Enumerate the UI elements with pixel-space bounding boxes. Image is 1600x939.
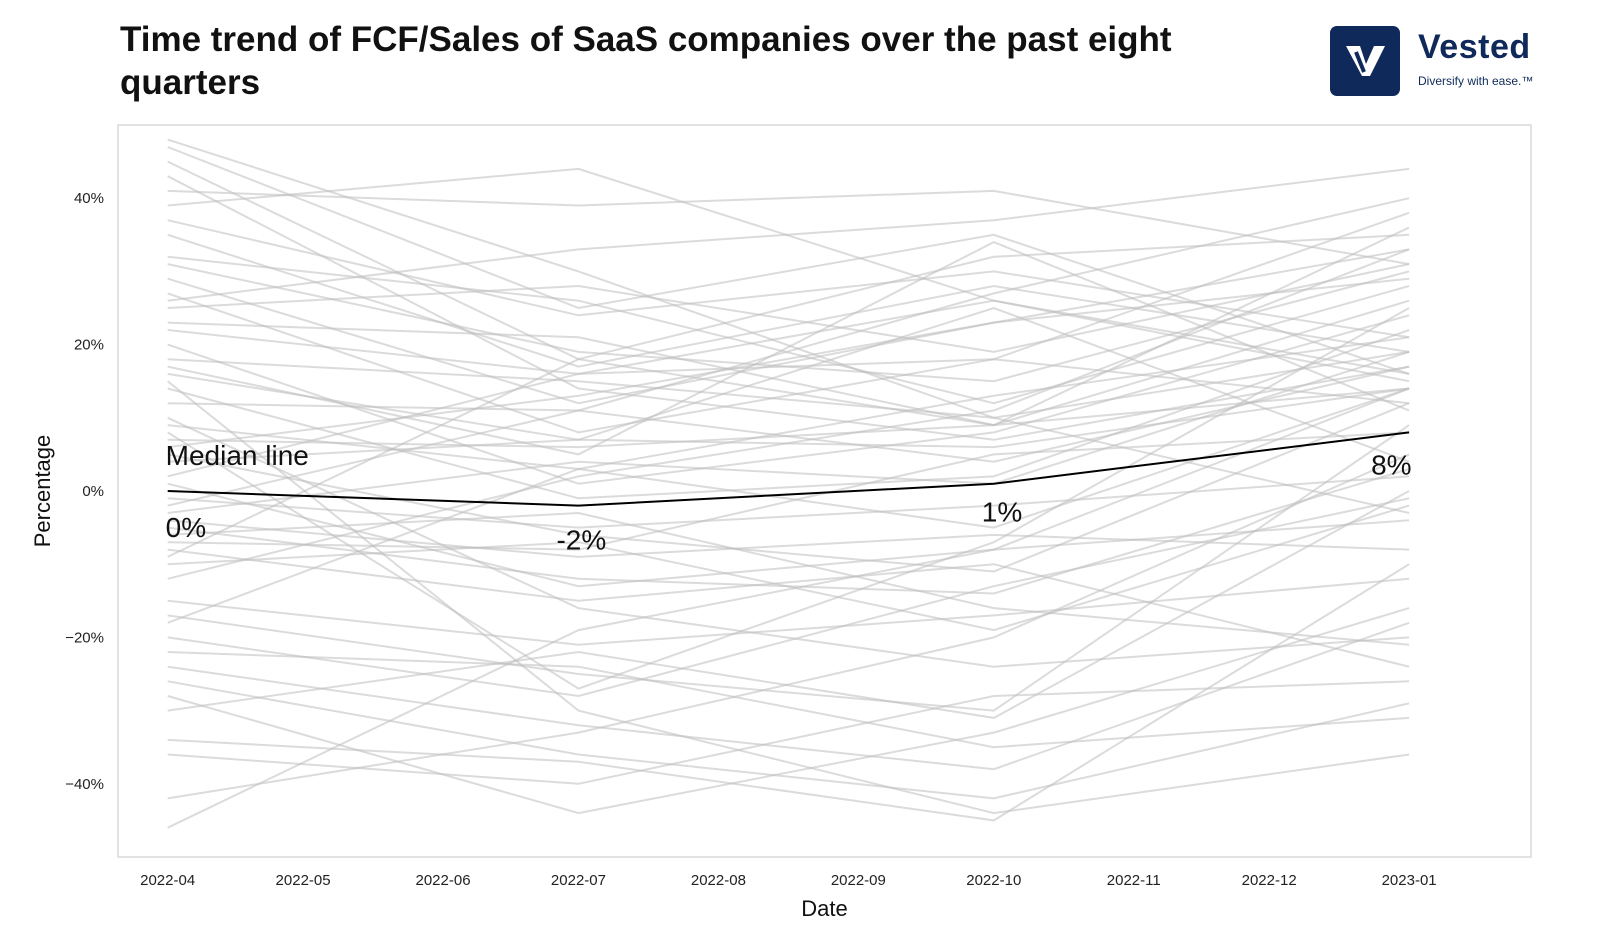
vested-logo: Vested Diversify with ease.™ [1330, 26, 1560, 98]
company-line [167, 314, 1410, 485]
company-line [167, 482, 1410, 588]
y-axis-ticks: 40% 20% 0% −20% −40% [65, 190, 104, 793]
company-line [167, 219, 1410, 339]
chart-title: Time trend of FCF/Sales of SaaS companie… [120, 20, 1172, 102]
median-line-label: Median line [166, 440, 309, 471]
company-line [167, 211, 1410, 434]
company-line [167, 263, 1410, 353]
company-lines [167, 138, 1410, 829]
x-axis-label: Date [801, 896, 847, 921]
company-line [167, 241, 1410, 456]
company-line [167, 651, 1410, 749]
company-line [167, 380, 1410, 815]
company-line [167, 138, 1410, 514]
company-line [167, 299, 1410, 478]
company-line [167, 680, 1410, 800]
company-line [167, 350, 1410, 514]
x-axis-ticks: 2022-04 2022-05 2022-06 2022-07 2022-08 2022-… [140, 872, 1437, 889]
company-line [167, 577, 1410, 646]
company-line [167, 307, 1410, 690]
x-tick-label: 2022-04 [140, 872, 195, 889]
company-line [167, 563, 1410, 822]
company-line [167, 226, 1410, 449]
x-tick-label: 2022-07 [551, 872, 606, 889]
company-line [167, 424, 1410, 712]
median-value-label: 8% [1371, 449, 1411, 480]
company-line [167, 607, 1410, 815]
company-line [167, 329, 1410, 405]
company-line [167, 387, 1410, 829]
company-line [167, 548, 1410, 668]
company-line [167, 621, 1410, 771]
x-tick-label: 2022-05 [276, 872, 331, 889]
company-line [167, 146, 1410, 375]
y-tick-label: 0% [82, 483, 104, 500]
company-line [167, 233, 1410, 368]
plot-area [117, 124, 1532, 858]
x-tick-label: 2022-06 [416, 872, 471, 889]
median-value-label: 1% [982, 497, 1022, 528]
x-tick-label: 2022-09 [831, 872, 886, 889]
x-tick-label: 2022-08 [691, 872, 746, 889]
company-line [167, 160, 1410, 427]
company-line [167, 277, 1410, 449]
company-line [167, 248, 1410, 580]
y-tick-label: 40% [74, 190, 104, 207]
logo-name: Vested [1418, 28, 1531, 66]
company-line [167, 453, 1410, 800]
y-axis-label: Percentage [30, 435, 55, 548]
company-line [167, 497, 1410, 698]
company-line [167, 306, 1410, 463]
median-series: Median line 0% -2% 1% 8% [166, 431, 1412, 556]
company-line [167, 167, 1410, 302]
median-line [167, 431, 1410, 507]
x-tick-label: 2022-12 [1242, 872, 1297, 889]
y-tick-label: −40% [65, 776, 104, 793]
median-value-label: -2% [556, 525, 606, 556]
company-line [167, 336, 1410, 624]
x-tick-label: 2022-10 [966, 872, 1021, 889]
company-line [167, 680, 1410, 785]
logo-tagline: Diversify with ease.™ [1418, 74, 1534, 88]
company-line [167, 402, 1410, 573]
x-tick-label: 2022-11 [1107, 872, 1161, 889]
median-value-label: 0% [166, 512, 206, 543]
company-line [167, 233, 1410, 558]
company-line [167, 416, 1410, 668]
x-tick-label: 2023-01 [1382, 872, 1437, 889]
vested-logo-icon [1330, 26, 1400, 96]
y-tick-label: −20% [65, 629, 104, 646]
company-line [167, 299, 1410, 427]
y-tick-label: 20% [74, 337, 104, 354]
company-line [167, 189, 1410, 266]
company-line [167, 511, 1410, 646]
